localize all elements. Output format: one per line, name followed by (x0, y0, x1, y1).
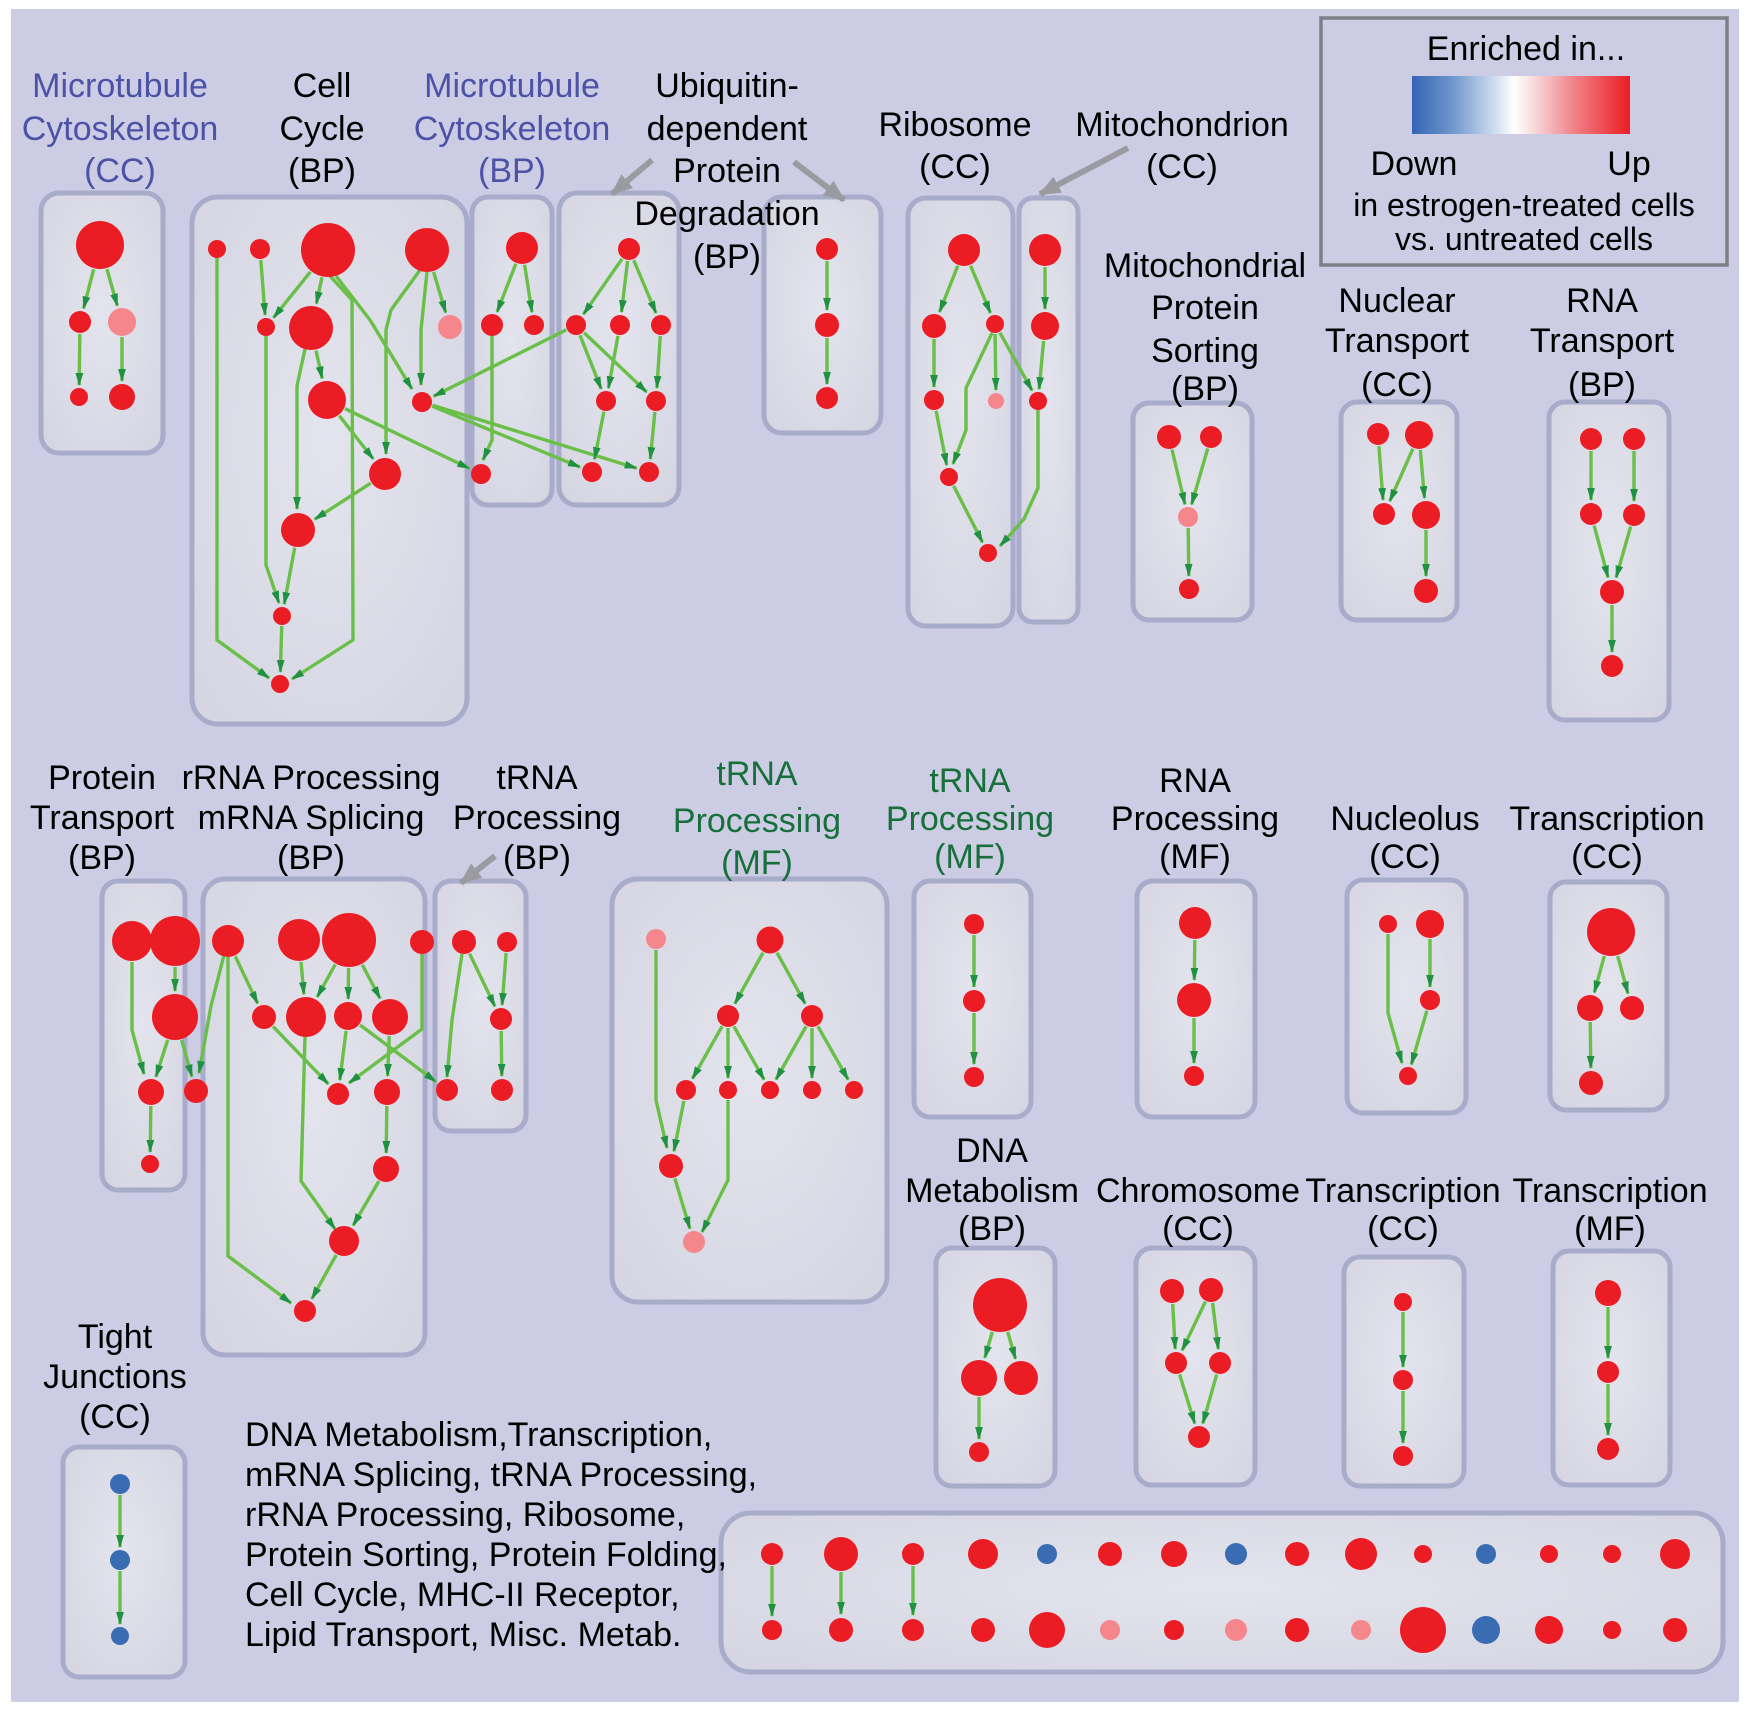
svg-text:(CC): (CC) (1571, 838, 1643, 876)
svg-text:Junctions: Junctions (43, 1358, 187, 1396)
svg-text:in estrogen-treated cells: in estrogen-treated cells (1353, 187, 1695, 223)
svg-text:Metabolism: Metabolism (905, 1172, 1079, 1210)
svg-text:rRNA Processing, Ribosome,: rRNA Processing, Ribosome, (245, 1496, 685, 1534)
svg-text:(MF): (MF) (1574, 1210, 1646, 1248)
svg-text:(CC): (CC) (1146, 148, 1218, 186)
svg-text:(CC): (CC) (1162, 1210, 1234, 1248)
svg-text:(BP): (BP) (68, 839, 136, 877)
svg-text:DNA Metabolism,Transcription,: DNA Metabolism,Transcription, (245, 1416, 712, 1454)
svg-text:Cell: Cell (293, 67, 352, 105)
svg-text:(BP): (BP) (1171, 370, 1239, 408)
svg-text:Protein Sorting, Protein Foldi: Protein Sorting, Protein Folding, (245, 1536, 727, 1574)
svg-text:Cycle: Cycle (279, 110, 364, 148)
svg-text:Ubiquitin-: Ubiquitin- (655, 67, 799, 105)
svg-text:Mitochondrion: Mitochondrion (1075, 106, 1289, 144)
svg-text:Transcription: Transcription (1512, 1172, 1707, 1210)
svg-text:vs. untreated cells: vs. untreated cells (1395, 221, 1653, 257)
svg-text:Microtubule: Microtubule (424, 67, 600, 105)
svg-text:Transcription: Transcription (1509, 800, 1704, 838)
svg-text:Processing: Processing (1111, 800, 1279, 838)
svg-text:Nuclear: Nuclear (1338, 282, 1455, 320)
svg-text:(CC): (CC) (79, 1398, 151, 1436)
svg-text:Transcription: Transcription (1305, 1172, 1500, 1210)
svg-text:(CC): (CC) (1361, 366, 1433, 404)
svg-text:(CC): (CC) (919, 148, 991, 186)
svg-text:Enriched in...: Enriched in... (1427, 30, 1625, 68)
svg-text:Tight: Tight (78, 1318, 153, 1356)
svg-text:Cell Cycle, MHC-II Receptor,: Cell Cycle, MHC-II Receptor, (245, 1576, 680, 1614)
svg-text:Down: Down (1371, 145, 1458, 183)
svg-text:Nucleolus: Nucleolus (1330, 800, 1479, 838)
svg-text:Processing: Processing (886, 800, 1054, 838)
svg-text:(BP): (BP) (288, 152, 356, 190)
svg-text:Protein: Protein (48, 759, 156, 797)
svg-text:tRNA: tRNA (496, 759, 578, 797)
svg-text:dependent: dependent (647, 110, 808, 148)
svg-text:Microtubule: Microtubule (32, 67, 208, 105)
svg-text:Protein: Protein (673, 152, 781, 190)
svg-text:(BP): (BP) (277, 839, 345, 877)
svg-text:Protein: Protein (1151, 289, 1259, 327)
svg-text:Mitochondrial: Mitochondrial (1104, 247, 1306, 285)
svg-text:(BP): (BP) (503, 839, 571, 877)
svg-text:tRNA: tRNA (716, 755, 798, 793)
svg-text:Transport: Transport (1325, 322, 1470, 360)
svg-text:Lipid Transport, Misc. Metab.: Lipid Transport, Misc. Metab. (245, 1616, 682, 1654)
svg-text:Chromosome: Chromosome (1096, 1172, 1300, 1210)
svg-text:Transport: Transport (1530, 322, 1675, 360)
svg-text:(BP): (BP) (958, 1210, 1026, 1248)
svg-text:Processing: Processing (673, 802, 841, 840)
svg-text:(MF): (MF) (721, 844, 793, 882)
svg-text:Sorting: Sorting (1151, 332, 1259, 370)
svg-text:(MF): (MF) (1159, 838, 1231, 876)
svg-text:mRNA Splicing: mRNA Splicing (198, 799, 425, 837)
svg-text:(BP): (BP) (693, 238, 761, 276)
svg-text:rRNA Processing: rRNA Processing (182, 759, 441, 797)
svg-text:(CC): (CC) (1367, 1210, 1439, 1248)
svg-text:Ribosome: Ribosome (878, 106, 1031, 144)
svg-text:RNA: RNA (1566, 282, 1638, 320)
svg-text:Processing: Processing (453, 799, 621, 837)
svg-text:tRNA: tRNA (929, 762, 1011, 800)
svg-text:Cytoskeleton: Cytoskeleton (414, 110, 611, 148)
svg-text:(MF): (MF) (934, 838, 1006, 876)
svg-text:Cytoskeleton: Cytoskeleton (22, 110, 219, 148)
svg-text:(BP): (BP) (1568, 366, 1636, 404)
svg-text:Degradation: Degradation (634, 195, 819, 233)
svg-text:(BP): (BP) (478, 152, 546, 190)
svg-text:mRNA Splicing, tRNA Processing: mRNA Splicing, tRNA Processing, (245, 1456, 757, 1494)
svg-text:(CC): (CC) (1369, 838, 1441, 876)
svg-text:DNA: DNA (956, 1132, 1028, 1170)
svg-text:(CC): (CC) (84, 152, 156, 190)
svg-text:Up: Up (1607, 145, 1650, 183)
svg-text:RNA: RNA (1159, 762, 1231, 800)
svg-text:Transport: Transport (30, 799, 175, 837)
